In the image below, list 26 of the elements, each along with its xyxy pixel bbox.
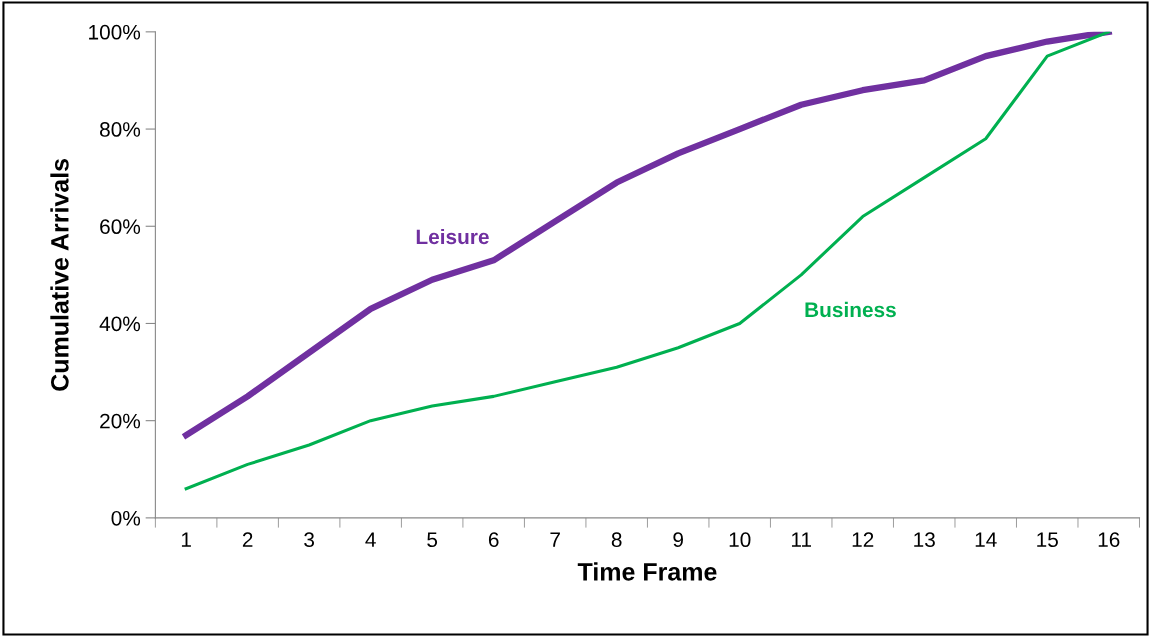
x-tick-label: 7 [550, 532, 560, 547]
y-tick-label: 40% [99, 316, 141, 332]
x-tick-label: 15 [1037, 532, 1058, 548]
x-tick-label: 5 [427, 532, 438, 548]
x-tick-label: 10 [729, 532, 751, 548]
y-tick-label: 100% [89, 24, 141, 40]
x-tick-label: 9 [673, 532, 683, 548]
x-tick-label: 14 [975, 532, 997, 547]
x-tick-label: 13 [914, 532, 935, 548]
y-tick-label: 20% [100, 413, 141, 429]
y-tick-label: 60% [100, 219, 141, 235]
x-tick-label: 4 [365, 532, 376, 547]
x-axis-title: Time Frame [577, 562, 717, 581]
x-tick-label: 11 [791, 532, 812, 547]
x-tick-label: 1 [181, 532, 191, 547]
series-label: Business [805, 301, 896, 318]
x-tick-label: 16 [1098, 532, 1120, 548]
x-tick-label: 3 [304, 532, 315, 548]
y-tick-label: 80% [100, 122, 141, 137]
x-tick-label: 2 [242, 532, 253, 547]
series-label: Leisure [416, 228, 489, 245]
x-tick-label: 8 [611, 532, 622, 548]
x-tick-label: 12 [852, 532, 874, 547]
y-tick-label: 0% [111, 510, 141, 526]
x-tick-label: 6 [488, 532, 499, 548]
y-axis-title: Cumulative Arrivals [50, 158, 69, 391]
